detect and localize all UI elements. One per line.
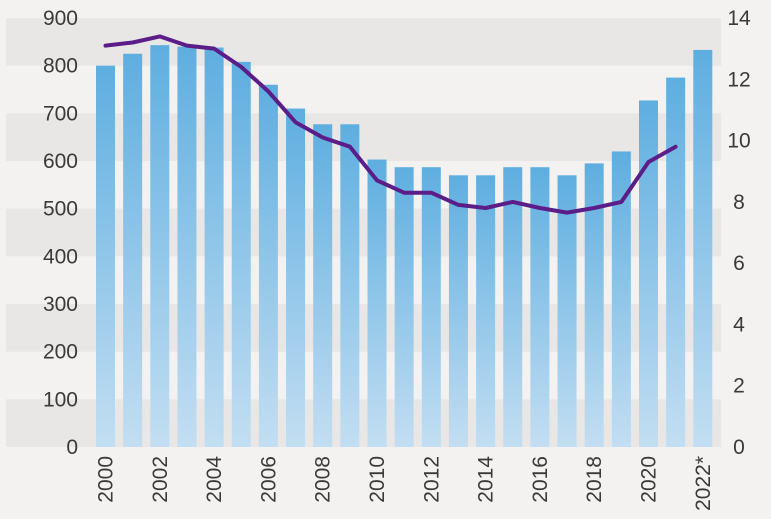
left-tick-label: 500 — [43, 198, 78, 221]
bar-2021 — [666, 77, 686, 447]
bar-2007 — [286, 108, 306, 448]
left-tick-label: 900 — [43, 7, 78, 30]
x-tick-label: 2004 — [203, 456, 226, 503]
right-tick-label: 8 — [733, 191, 745, 214]
bar-2017 — [557, 175, 577, 448]
bar-2006 — [258, 84, 278, 447]
right-tick-label: 10 — [727, 130, 750, 153]
grid-band — [6, 18, 721, 66]
left-tick-label: 800 — [43, 55, 78, 78]
x-axis-ticks: 2000 2002 2004 2006 2008 2010 2012 2014 2016 2018… — [95, 456, 715, 511]
x-tick-label: 2020 — [638, 456, 661, 503]
line-path — [103, 34, 678, 215]
left-tick-label: 700 — [43, 102, 78, 125]
bar-2015 — [503, 167, 523, 448]
bar-series — [96, 45, 713, 448]
bar-2019 — [611, 151, 631, 447]
x-tick-label: 2022* — [692, 456, 715, 511]
right-tick-label: 0 — [733, 436, 745, 459]
bar-2010 — [367, 159, 387, 447]
bar-2000 — [96, 65, 115, 448]
x-tick-label: 2006 — [257, 456, 280, 503]
line-series — [103, 34, 678, 215]
right-tick-label: 2 — [733, 375, 745, 398]
left-tick-label: 300 — [43, 293, 78, 316]
x-tick-label: 2014 — [475, 456, 498, 503]
right-tick-label: 14 — [727, 7, 751, 30]
bar-2020 — [639, 100, 658, 448]
x-tick-label: 2000 — [95, 456, 118, 503]
left-tick-label: 600 — [43, 150, 78, 173]
left-tick-label: 400 — [43, 245, 78, 268]
right-tick-label: 6 — [733, 252, 745, 275]
x-tick-label: 2010 — [366, 456, 389, 503]
left-tick-label: 200 — [43, 341, 78, 364]
bar-2016 — [530, 167, 550, 448]
right-tick-label: 12 — [727, 68, 750, 91]
left-tick-label: 100 — [43, 388, 78, 411]
x-tick-label: 2002 — [149, 456, 172, 503]
bar-2003 — [177, 46, 197, 447]
bar-2008 — [313, 124, 333, 448]
bar-2013 — [448, 175, 468, 448]
x-tick-label: 2016 — [529, 456, 552, 503]
bar-2009 — [340, 124, 360, 448]
bar-2018 — [584, 163, 604, 447]
bar-2012 — [421, 167, 441, 448]
bar-2005 — [231, 61, 251, 447]
x-tick-label: 2012 — [420, 456, 443, 503]
bar-2011 — [394, 167, 414, 448]
right-tick-label: 4 — [733, 313, 745, 336]
right-axis-ticks: 0 2 4 6 8 10 12 14 — [727, 7, 751, 459]
left-axis-ticks: 0 100 200 300 400 500 600 700 800 900 — [43, 7, 78, 459]
x-tick-label: 2008 — [312, 456, 335, 503]
bar-2002 — [150, 45, 170, 448]
bar-2022* — [693, 49, 713, 447]
left-tick-label: 0 — [66, 436, 78, 459]
x-tick-label: 2018 — [583, 456, 606, 503]
bar-2004 — [204, 47, 224, 447]
bar-2014 — [476, 175, 496, 448]
bar-2001 — [123, 53, 143, 447]
